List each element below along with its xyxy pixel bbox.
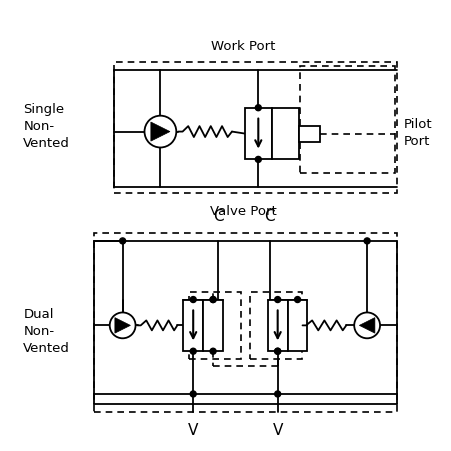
- Bar: [202, 300, 222, 351]
- Bar: [114, 63, 396, 194]
- Circle shape: [210, 297, 216, 303]
- Text: Work Port: Work Port: [210, 40, 275, 53]
- Text: Pilot
Port: Pilot Port: [403, 117, 432, 147]
- Text: C: C: [212, 208, 223, 224]
- Circle shape: [190, 391, 196, 397]
- Circle shape: [190, 297, 196, 303]
- Text: Single
Non-
Vented: Single Non- Vented: [23, 103, 70, 150]
- Polygon shape: [359, 318, 374, 333]
- Circle shape: [294, 297, 300, 303]
- Bar: [299, 67, 394, 174]
- Circle shape: [255, 106, 261, 111]
- Text: V: V: [272, 422, 282, 437]
- Circle shape: [120, 239, 125, 244]
- Circle shape: [144, 116, 176, 148]
- Text: V: V: [188, 422, 198, 437]
- Circle shape: [190, 349, 196, 354]
- Circle shape: [274, 297, 280, 303]
- Bar: [298, 126, 320, 142]
- Circle shape: [274, 391, 280, 397]
- Bar: [244, 109, 271, 160]
- Bar: [249, 292, 301, 359]
- Circle shape: [210, 297, 216, 303]
- Bar: [183, 300, 202, 351]
- Polygon shape: [151, 123, 170, 142]
- Circle shape: [274, 349, 280, 354]
- Text: C: C: [264, 208, 275, 224]
- Circle shape: [110, 313, 135, 339]
- Circle shape: [274, 349, 280, 354]
- Circle shape: [364, 239, 369, 244]
- Text: Dual
Non-
Vented: Dual Non- Vented: [23, 307, 70, 354]
- Bar: [287, 300, 307, 351]
- Bar: [271, 109, 298, 160]
- Circle shape: [354, 313, 379, 339]
- Circle shape: [255, 157, 261, 163]
- Polygon shape: [115, 318, 130, 333]
- Bar: [267, 300, 287, 351]
- Text: Valve Port: Valve Port: [209, 205, 276, 218]
- Circle shape: [210, 349, 216, 354]
- Bar: [189, 292, 240, 359]
- Bar: [94, 234, 396, 412]
